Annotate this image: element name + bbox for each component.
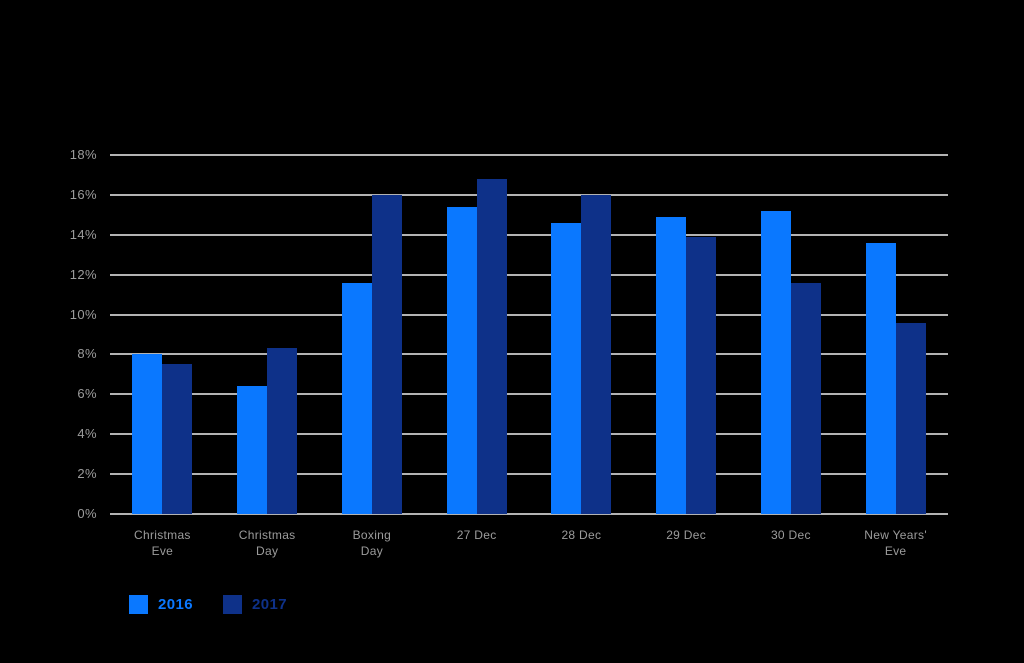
y-axis-tick-label: 6% xyxy=(77,386,97,402)
bar-pair xyxy=(132,354,193,514)
gridline xyxy=(110,273,948,276)
bar-2016 xyxy=(865,242,896,514)
bar-group: Christmas Eve xyxy=(110,155,215,558)
bar-pair xyxy=(551,194,612,514)
x-axis-category-label: Christmas Eve xyxy=(134,528,191,558)
legend-label-2016: 2016 xyxy=(158,596,193,613)
bar-2016 xyxy=(656,216,687,514)
bar-pair xyxy=(865,242,926,514)
y-axis-tick-label: 4% xyxy=(77,426,97,442)
y-axis-tick-label: 14% xyxy=(69,226,97,242)
bar-2016 xyxy=(760,210,791,514)
bar-pair xyxy=(341,194,402,514)
bar-2017 xyxy=(790,282,821,514)
bar-group: 28 Dec xyxy=(529,155,634,542)
x-axis-category-label: Boxing Day xyxy=(352,528,392,558)
bar-2017 xyxy=(686,236,717,514)
x-axis-category-label: 28 Dec xyxy=(561,528,602,542)
x-axis-category-label: 29 Dec xyxy=(666,528,707,542)
bar-group: 30 Dec xyxy=(739,155,844,542)
gridline xyxy=(110,154,948,156)
y-axis-tick-label: 18% xyxy=(69,147,97,162)
bar-pair xyxy=(446,178,507,514)
legend-item-2017: 2017 xyxy=(222,595,287,614)
gridline xyxy=(110,513,948,515)
bar-group: Boxing Day xyxy=(320,155,425,558)
gridline xyxy=(110,353,948,356)
y-axis-tick-label: 10% xyxy=(69,306,97,322)
bar-2016 xyxy=(341,282,372,514)
legend: 2016 2017 xyxy=(129,595,287,614)
bar-pair xyxy=(760,210,821,514)
gridline xyxy=(110,433,948,436)
bar-group: 29 Dec xyxy=(634,155,739,542)
bar-2017 xyxy=(895,322,926,514)
bar-2016 xyxy=(446,206,477,514)
bar-2017 xyxy=(371,194,402,514)
y-axis-tick-label: 12% xyxy=(69,266,97,282)
bar-group: New Years' Eve xyxy=(843,155,948,558)
gridline xyxy=(110,233,948,236)
bar-2017 xyxy=(162,364,193,514)
y-axis-tick-label: 0% xyxy=(77,506,97,521)
legend-swatch-2017 xyxy=(222,595,242,614)
x-axis-category-label: New Years' Eve xyxy=(864,528,927,558)
y-axis-tick-label: 2% xyxy=(77,466,97,482)
y-axis-tick-label: 16% xyxy=(69,186,97,202)
gridline xyxy=(110,193,948,196)
gridline xyxy=(110,393,948,396)
bar-2017 xyxy=(476,178,507,514)
gridline xyxy=(110,473,948,476)
bar-2017 xyxy=(267,348,298,514)
bar-2017 xyxy=(581,194,612,514)
bar-2016 xyxy=(237,386,268,514)
bar-pair xyxy=(237,348,298,514)
gridline xyxy=(110,313,948,316)
x-axis-category-label: 30 Dec xyxy=(770,528,811,542)
legend-swatch-2016 xyxy=(129,595,148,614)
plot-area: 0% 2% 4% 6% 8% 10% 12% 14% 16% 18% Christmas Eve C… xyxy=(70,147,948,558)
bar-group: 27 Dec xyxy=(424,155,529,542)
bar-2016 xyxy=(132,354,163,514)
x-axis-category-label: Christmas Day xyxy=(238,528,296,558)
bar-group: Christmas Day xyxy=(215,155,320,558)
y-axis-tick-label: 8% xyxy=(77,346,97,362)
bar-groups-layer: Christmas Eve Christmas Day Boxing Day 27 D… xyxy=(110,155,948,558)
legend-item-2016: 2016 xyxy=(129,595,193,614)
bar-2016 xyxy=(551,222,582,514)
bar-pair xyxy=(656,216,717,514)
legend-label-2017: 2017 xyxy=(251,596,287,613)
x-axis-category-label: 27 Dec xyxy=(456,528,497,542)
